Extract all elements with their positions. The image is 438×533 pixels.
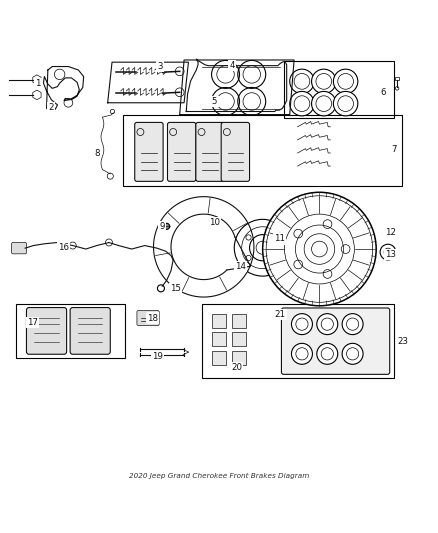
Text: 17: 17 <box>27 318 38 327</box>
Text: 12: 12 <box>385 228 396 237</box>
Text: 19: 19 <box>152 352 163 361</box>
Bar <box>212 314 226 328</box>
Bar <box>123 115 403 185</box>
Circle shape <box>291 343 312 364</box>
Bar <box>395 77 399 80</box>
Text: 7: 7 <box>391 145 396 154</box>
Circle shape <box>163 223 170 229</box>
Circle shape <box>291 313 312 335</box>
FancyBboxPatch shape <box>135 123 163 181</box>
Text: 14: 14 <box>235 262 246 271</box>
Circle shape <box>311 69 336 94</box>
Text: 6: 6 <box>380 88 385 97</box>
Text: 21: 21 <box>275 310 286 319</box>
FancyBboxPatch shape <box>26 308 67 354</box>
FancyBboxPatch shape <box>137 311 159 326</box>
Circle shape <box>317 313 338 335</box>
Text: 9: 9 <box>159 222 165 231</box>
Circle shape <box>333 69 358 94</box>
Bar <box>232 351 246 365</box>
Text: 13: 13 <box>385 250 396 259</box>
Bar <box>201 304 394 378</box>
Bar <box>285 61 394 118</box>
Text: 11: 11 <box>274 235 285 244</box>
FancyBboxPatch shape <box>221 123 250 181</box>
Text: 15: 15 <box>170 284 181 293</box>
Circle shape <box>342 343 363 364</box>
Text: 2020 Jeep Grand Cherokee Front Brakes Diagram: 2020 Jeep Grand Cherokee Front Brakes Di… <box>129 473 309 479</box>
Circle shape <box>290 92 314 116</box>
Text: 5: 5 <box>212 97 217 106</box>
Bar <box>232 333 246 346</box>
Circle shape <box>342 313 363 335</box>
Text: 23: 23 <box>397 337 408 346</box>
FancyBboxPatch shape <box>167 123 196 181</box>
Bar <box>212 333 226 346</box>
Text: 10: 10 <box>209 219 220 228</box>
Text: 1: 1 <box>35 79 41 87</box>
Text: 16: 16 <box>58 243 69 252</box>
Circle shape <box>290 69 314 94</box>
Text: 18: 18 <box>147 313 158 322</box>
Circle shape <box>311 92 336 116</box>
Circle shape <box>333 92 358 116</box>
Bar <box>212 351 226 365</box>
FancyBboxPatch shape <box>282 308 390 374</box>
Circle shape <box>317 343 338 364</box>
Text: 4: 4 <box>230 61 235 70</box>
FancyBboxPatch shape <box>196 123 224 181</box>
Circle shape <box>234 220 291 276</box>
FancyBboxPatch shape <box>70 308 110 354</box>
Circle shape <box>263 192 376 306</box>
FancyBboxPatch shape <box>12 243 26 254</box>
Bar <box>16 304 125 358</box>
Text: 8: 8 <box>94 149 99 158</box>
Text: 2: 2 <box>48 103 53 111</box>
Text: 20: 20 <box>231 364 242 372</box>
Bar <box>232 314 246 328</box>
Text: 3: 3 <box>157 62 163 71</box>
